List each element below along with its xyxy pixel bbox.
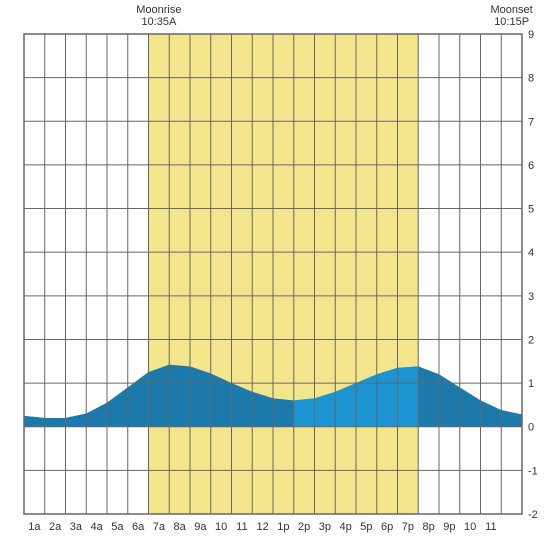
svg-text:-2: -2 (528, 509, 538, 521)
svg-text:5: 5 (528, 204, 534, 216)
svg-text:-1: -1 (528, 465, 538, 477)
svg-text:1a: 1a (28, 521, 41, 533)
svg-text:1: 1 (528, 378, 534, 390)
svg-text:3: 3 (528, 291, 534, 303)
tide-chart: Moonrise 10:35A Moonset 10:15P 1a2a3a4a5… (0, 0, 550, 550)
svg-text:6a: 6a (132, 521, 145, 533)
svg-text:10: 10 (215, 521, 227, 533)
svg-text:2p: 2p (298, 521, 310, 533)
svg-text:8: 8 (528, 73, 534, 85)
svg-text:2: 2 (528, 334, 534, 346)
svg-text:3a: 3a (70, 521, 83, 533)
svg-text:2a: 2a (49, 521, 62, 533)
svg-text:6: 6 (528, 160, 534, 172)
svg-text:9a: 9a (194, 521, 207, 533)
svg-text:4p: 4p (340, 521, 352, 533)
svg-text:10: 10 (464, 521, 476, 533)
svg-text:9p: 9p (443, 521, 455, 533)
svg-text:8p: 8p (423, 521, 435, 533)
svg-text:9: 9 (528, 29, 534, 41)
svg-text:1p: 1p (277, 521, 289, 533)
svg-text:7a: 7a (153, 521, 166, 533)
svg-text:7p: 7p (402, 521, 414, 533)
svg-text:5p: 5p (360, 521, 372, 533)
svg-text:6p: 6p (381, 521, 393, 533)
svg-text:8a: 8a (174, 521, 187, 533)
svg-text:3p: 3p (319, 521, 331, 533)
chart-plot: 1a2a3a4a5a6a7a8a9a1011121p2p3p4p5p6p7p8p… (0, 0, 550, 550)
svg-text:0: 0 (528, 422, 534, 434)
svg-text:7: 7 (528, 116, 534, 128)
svg-text:5a: 5a (111, 521, 124, 533)
svg-text:12: 12 (257, 521, 269, 533)
svg-text:11: 11 (236, 521, 247, 533)
svg-text:4a: 4a (91, 521, 104, 533)
svg-text:4: 4 (528, 247, 534, 259)
svg-text:11: 11 (485, 521, 496, 533)
